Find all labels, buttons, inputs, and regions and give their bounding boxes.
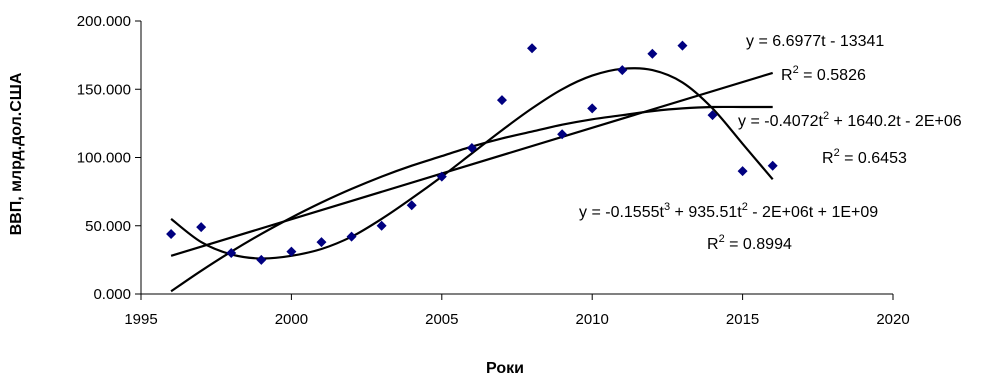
data-point	[767, 160, 778, 171]
data-point	[226, 248, 237, 259]
x-tick-label: 2010	[576, 311, 609, 328]
linear-equation: y = 6.6977t - 13341	[746, 33, 884, 50]
y-tick-label: 100.000	[77, 150, 131, 167]
data-point	[256, 254, 267, 265]
data-point	[617, 65, 628, 76]
y-tick-label: 0.000	[93, 286, 131, 303]
data-point	[196, 222, 207, 233]
data-point	[316, 237, 327, 248]
linear-r-squared: R2 = 0.5826	[781, 64, 866, 84]
x-tick-label: 1995	[124, 311, 157, 328]
data-point	[286, 246, 297, 257]
axes	[140, 21, 893, 295]
quadratic-equation: y = -0.4072t2 + 1640.2t - 2E+06	[738, 110, 962, 130]
x-tick-label: 2015	[726, 311, 759, 328]
x-tick-label: 2020	[876, 311, 909, 328]
data-point	[527, 43, 538, 54]
data-point	[346, 231, 357, 242]
cubic-equation: y = -0.1555t3 + 935.51t2 - 2E+06t + 1E+0…	[579, 201, 878, 221]
x-tick-label: 2005	[425, 311, 458, 328]
data-point	[166, 228, 177, 239]
ticks: 1995 2000 2005 2010 2015 2020 0.000 50.000 100.0…	[77, 13, 910, 328]
data-point	[406, 200, 417, 211]
y-tick-label: 200.000	[77, 13, 131, 30]
y-tick-label: 50.000	[85, 218, 131, 235]
data-point	[557, 129, 568, 140]
y-tick-label: 150.000	[77, 81, 131, 98]
data-point	[677, 40, 688, 51]
y-axis-title: ВВП, млрд.дол.США	[8, 72, 25, 235]
data-point	[587, 103, 598, 114]
data-point	[376, 220, 387, 231]
linear-trendline	[170, 71, 774, 257]
data-point	[707, 110, 718, 121]
data-point	[436, 171, 447, 182]
data-point	[496, 95, 507, 106]
cubic-r-squared: R2 = 0.8994	[707, 233, 792, 253]
cubic-trendline	[170, 67, 774, 260]
data-point	[466, 142, 477, 153]
data-points	[166, 40, 778, 265]
data-point	[647, 48, 658, 59]
data-point	[737, 166, 748, 177]
x-axis-title: Роки	[486, 360, 524, 377]
x-tick-label: 2000	[275, 311, 308, 328]
quadratic-r-squared: R2 = 0.6453	[822, 147, 907, 167]
